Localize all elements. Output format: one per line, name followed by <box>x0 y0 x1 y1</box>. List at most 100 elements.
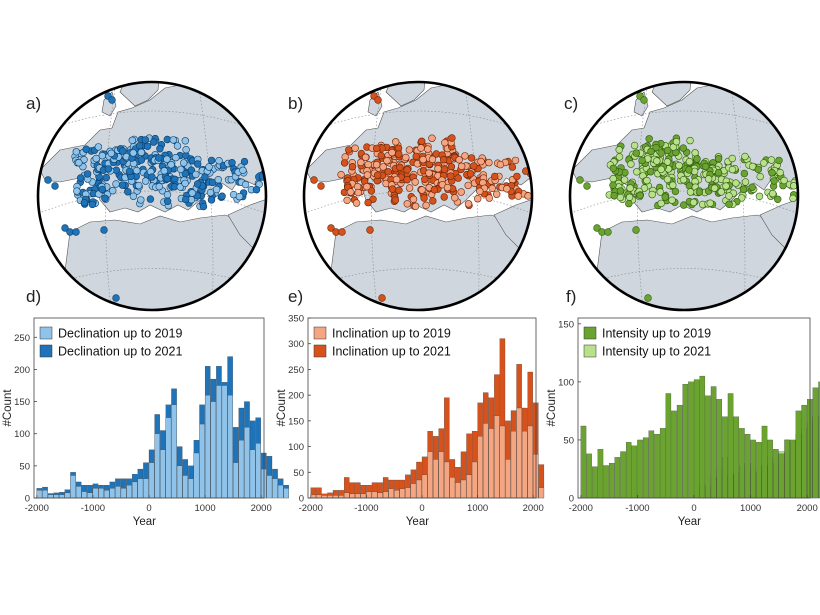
site-marker <box>402 153 410 162</box>
site-marker <box>364 198 372 207</box>
site-marker <box>725 200 733 209</box>
site-marker <box>679 176 688 184</box>
bar <box>47 494 54 499</box>
site-marker <box>194 160 202 168</box>
graticule-line <box>728 82 746 310</box>
bar <box>455 482 461 499</box>
graticule-line <box>371 82 384 310</box>
legend-swatch <box>313 344 327 358</box>
map-border <box>302 80 534 312</box>
site-marker <box>434 165 442 173</box>
site-marker <box>508 163 517 171</box>
bar <box>238 440 245 499</box>
bar <box>580 425 587 499</box>
site-marker <box>181 137 190 145</box>
bar <box>699 375 706 499</box>
site-marker <box>135 181 143 190</box>
site-marker <box>760 159 768 167</box>
legend-swatch <box>583 344 597 358</box>
bar <box>98 488 104 499</box>
site-marker <box>72 148 81 156</box>
site-marker <box>348 163 357 171</box>
bar <box>767 439 773 499</box>
site-marker <box>663 146 672 155</box>
site-marker <box>148 173 156 181</box>
legend-label: Inclination up to 2021 <box>332 345 451 359</box>
site-marker <box>647 147 655 156</box>
site-marker <box>454 174 462 182</box>
site-markers <box>71 134 266 211</box>
bar <box>272 478 278 499</box>
site-marker <box>653 157 661 165</box>
site-marker <box>354 188 362 197</box>
site-marker <box>714 155 723 163</box>
bar <box>59 494 65 499</box>
bar <box>266 475 273 499</box>
graticule-line <box>105 82 118 310</box>
site-marker <box>663 158 672 166</box>
site-marker <box>395 150 403 158</box>
site-marker <box>363 183 371 191</box>
bar <box>631 445 638 499</box>
site-marker <box>155 182 164 191</box>
bar <box>249 449 256 499</box>
site-marker <box>411 202 420 211</box>
site-marker <box>663 175 672 184</box>
x-tick-label: -1000 <box>625 503 649 514</box>
bar <box>778 453 785 499</box>
bar <box>53 494 59 499</box>
x-tick-label: -2000 <box>569 503 593 514</box>
site-marker <box>172 153 180 162</box>
site-marker <box>338 228 346 236</box>
bar <box>109 488 116 499</box>
site-marker <box>129 149 138 157</box>
x-tick-label: 2000 <box>251 503 272 514</box>
site-marker <box>513 172 521 181</box>
site-marker <box>156 145 164 153</box>
bar <box>790 439 796 499</box>
bar <box>221 385 228 499</box>
bar <box>597 449 604 499</box>
site-marker <box>610 192 618 200</box>
site-marker <box>576 176 584 184</box>
bar <box>449 477 456 499</box>
site-marker <box>83 170 92 178</box>
bar <box>693 379 700 499</box>
site-marker <box>458 162 466 171</box>
bar <box>676 404 683 499</box>
graticule-line <box>570 190 798 217</box>
bar <box>642 437 649 499</box>
site-marker <box>657 149 665 157</box>
site-marker <box>455 156 463 164</box>
bar <box>586 453 592 499</box>
y-tick-label: 50 <box>563 435 574 446</box>
bar <box>614 457 621 499</box>
bar <box>137 478 144 499</box>
site-marker <box>640 96 648 104</box>
site-marker <box>496 160 505 169</box>
site-marker <box>768 189 777 198</box>
site-marker <box>128 136 137 145</box>
bar <box>444 461 450 499</box>
bar <box>255 443 261 499</box>
site-marker <box>428 134 436 142</box>
site-marker <box>88 200 97 209</box>
site-marker <box>424 145 432 153</box>
bar <box>199 423 205 499</box>
site-marker <box>477 157 485 166</box>
histogram-f: -2000 -1000 0 1000 2000 0 50 100 150 Year #Count In… <box>546 287 820 528</box>
site-marker <box>363 171 372 179</box>
site-marker <box>252 186 261 194</box>
site-marker <box>163 175 172 183</box>
site-marker <box>143 142 152 151</box>
site-marker <box>181 169 190 178</box>
bar <box>466 474 472 499</box>
panel-label: a) <box>26 94 41 113</box>
site-marker <box>615 153 624 161</box>
bar <box>388 488 394 499</box>
bar <box>625 442 632 499</box>
site-marker <box>352 199 361 207</box>
site-marker <box>206 188 215 197</box>
site-marker <box>405 184 414 192</box>
bar <box>394 490 400 499</box>
